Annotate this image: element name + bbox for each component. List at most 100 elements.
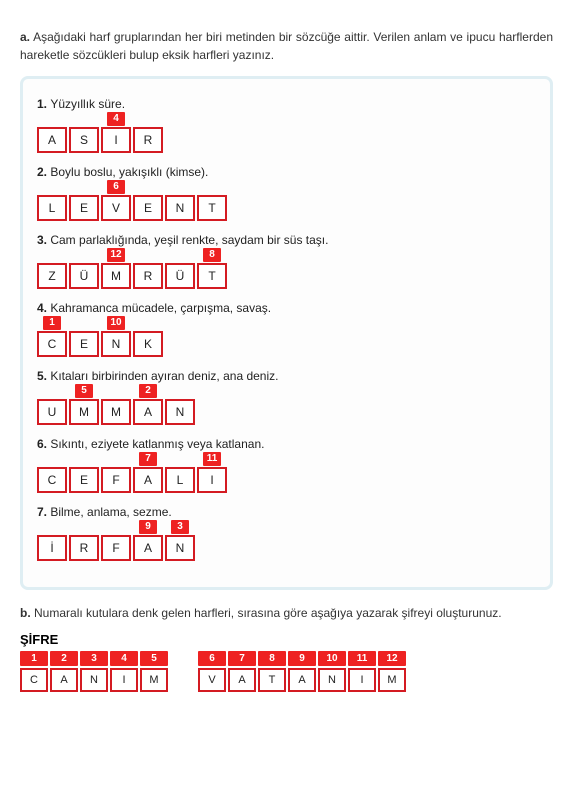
clue-definition: Kahramanca mücadele, çarpışma, savaş. [50,301,271,315]
letter-box: N [165,399,195,425]
letter-cell[interactable]: R [133,263,163,289]
cell-number-badge: 2 [139,384,157,398]
clue-block: 6. Sıkıntı, eziyete katlanmış veya katla… [37,437,536,493]
clue-definition: Yüzyıllık süre. [50,97,125,111]
letter-box: S [69,127,99,153]
sifre-cell[interactable]: 12M [378,651,406,692]
clue-text: 4. Kahramanca mücadele, çarpışma, savaş. [37,301,536,315]
sifre-cell[interactable]: 4I [110,651,138,692]
sifre-number: 6 [198,651,226,666]
letter-cell[interactable]: M [101,399,131,425]
letter-cell[interactable]: U [37,399,67,425]
clue-block: 3. Cam parlaklığında, yeşil renkte, sayd… [37,233,536,289]
letter-box: F [101,535,131,561]
letter-cell[interactable]: 10N [101,331,131,357]
sifre-number: 5 [140,651,168,666]
clue-block: 2. Boylu boslu, yakışıklı (kimse).LE6VEN… [37,165,536,221]
letter-cell[interactable]: 9A [133,535,163,561]
letter-cell[interactable]: İ [37,535,67,561]
cell-number-badge: 7 [139,452,157,466]
letter-cell[interactable]: 12M [101,263,131,289]
sifre-cell[interactable]: 11I [348,651,376,692]
letter-box: L [165,467,195,493]
letter-cell[interactable]: 2A [133,399,163,425]
clue-text: 2. Boylu boslu, yakışıklı (kimse). [37,165,536,179]
letter-cell[interactable]: N [165,195,195,221]
clue-number: 6. [37,437,50,451]
cell-number-badge: 1 [43,316,61,330]
letter-box: R [133,127,163,153]
letter-cell[interactable]: F [101,535,131,561]
sifre-cell[interactable]: 2A [50,651,78,692]
letter-box: T [197,263,227,289]
letter-cell[interactable]: E [133,195,163,221]
sifre-cell[interactable]: 1C [20,651,48,692]
sifre-cell[interactable]: 10N [318,651,346,692]
letter-cell[interactable]: R [133,127,163,153]
letter-box: A [37,127,67,153]
sifre-cell[interactable]: 6V [198,651,226,692]
clue-number: 3. [37,233,50,247]
clue-number: 7. [37,505,50,519]
letter-box: R [133,263,163,289]
clue-definition: Bilme, anlama, sezme. [50,505,171,519]
letter-box: R [69,535,99,561]
letter-box: Ü [165,263,195,289]
clue-block: 5. Kıtaları birbirinden ayıran deniz, an… [37,369,536,425]
letter-cell[interactable]: 1C [37,331,67,357]
clue-definition: Sıkıntı, eziyete katlanmış veya katlanan… [50,437,264,451]
sifre-cell[interactable]: 5M [140,651,168,692]
letter-cell[interactable]: E [69,331,99,357]
letter-cell[interactable]: Ü [165,263,195,289]
letter-cell[interactable]: R [69,535,99,561]
letter-cell[interactable]: 6V [101,195,131,221]
letter-box: N [165,535,195,561]
letter-box: M [101,399,131,425]
letter-box: L [37,195,67,221]
letter-box: A [133,535,163,561]
sifre-cell[interactable]: 9A [288,651,316,692]
sifre-cell[interactable]: 7A [228,651,256,692]
letter-cell[interactable]: E [69,467,99,493]
sifre-number: 2 [50,651,78,666]
cell-number-badge: 4 [107,112,125,126]
letter-cell[interactable]: Ü [69,263,99,289]
letter-cell[interactable]: 7A [133,467,163,493]
sifre-letter: M [140,668,168,692]
letter-cell[interactable]: E [69,195,99,221]
letter-box: E [69,467,99,493]
sifre-letter: A [228,668,256,692]
intro-text: Aşağıdaki harf gruplarından her biri met… [20,30,553,62]
letter-cell[interactable]: 3N [165,535,195,561]
letter-cell[interactable]: F [101,467,131,493]
letter-cell[interactable]: L [165,467,195,493]
letter-cell[interactable]: S [69,127,99,153]
letter-box: N [101,331,131,357]
sifre-number: 12 [378,651,406,666]
letter-box: C [37,331,67,357]
cell-number-badge: 10 [107,316,125,330]
sifre-letter: N [318,668,346,692]
letter-cell[interactable]: A [37,127,67,153]
letter-cell[interactable]: N [165,399,195,425]
clue-block: 7. Bilme, anlama, sezme.İRF9A3N [37,505,536,561]
letter-cell[interactable]: L [37,195,67,221]
letter-box: C [37,467,67,493]
letter-cell[interactable]: 4I [101,127,131,153]
sifre-cell[interactable]: 8T [258,651,286,692]
sifre-number: 8 [258,651,286,666]
letter-cell[interactable]: Z [37,263,67,289]
letter-box: E [133,195,163,221]
sifre-cell[interactable]: 3N [80,651,108,692]
letter-cell[interactable]: T [197,195,227,221]
sifre-letter: A [50,668,78,692]
letter-cell[interactable]: C [37,467,67,493]
cell-number-badge: 3 [171,520,189,534]
letter-cell[interactable]: K [133,331,163,357]
sifre-number: 3 [80,651,108,666]
letter-cell[interactable]: 11I [197,467,227,493]
clue-number: 5. [37,369,50,383]
letter-cell[interactable]: 8T [197,263,227,289]
letter-cell[interactable]: 5M [69,399,99,425]
clue-text: 5. Kıtaları birbirinden ayıran deniz, an… [37,369,536,383]
